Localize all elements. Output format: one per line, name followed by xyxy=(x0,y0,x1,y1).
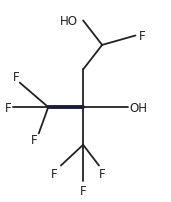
Text: F: F xyxy=(99,167,106,180)
Text: HO: HO xyxy=(60,15,78,28)
Text: F: F xyxy=(31,133,37,146)
Text: F: F xyxy=(139,30,145,43)
Text: F: F xyxy=(80,184,86,197)
Text: F: F xyxy=(51,167,58,180)
Text: OH: OH xyxy=(129,101,147,114)
Text: F: F xyxy=(13,71,20,84)
Text: F: F xyxy=(5,101,12,114)
